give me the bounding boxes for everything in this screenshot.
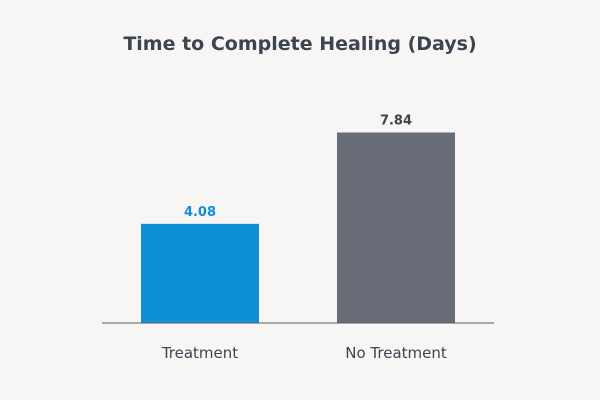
category-label: No Treatment bbox=[345, 344, 447, 362]
value-label: 4.08 bbox=[184, 205, 216, 220]
bar-treatment bbox=[141, 223, 259, 323]
category-label: Treatment bbox=[161, 344, 238, 362]
chart-title: Time to Complete Healing (Days) bbox=[123, 33, 476, 55]
value-label: 7.84 bbox=[380, 113, 412, 128]
bar-no-treatment bbox=[337, 132, 455, 323]
bars-layer: 4.08 Treatment 7.84 No Treatment bbox=[141, 113, 455, 362]
